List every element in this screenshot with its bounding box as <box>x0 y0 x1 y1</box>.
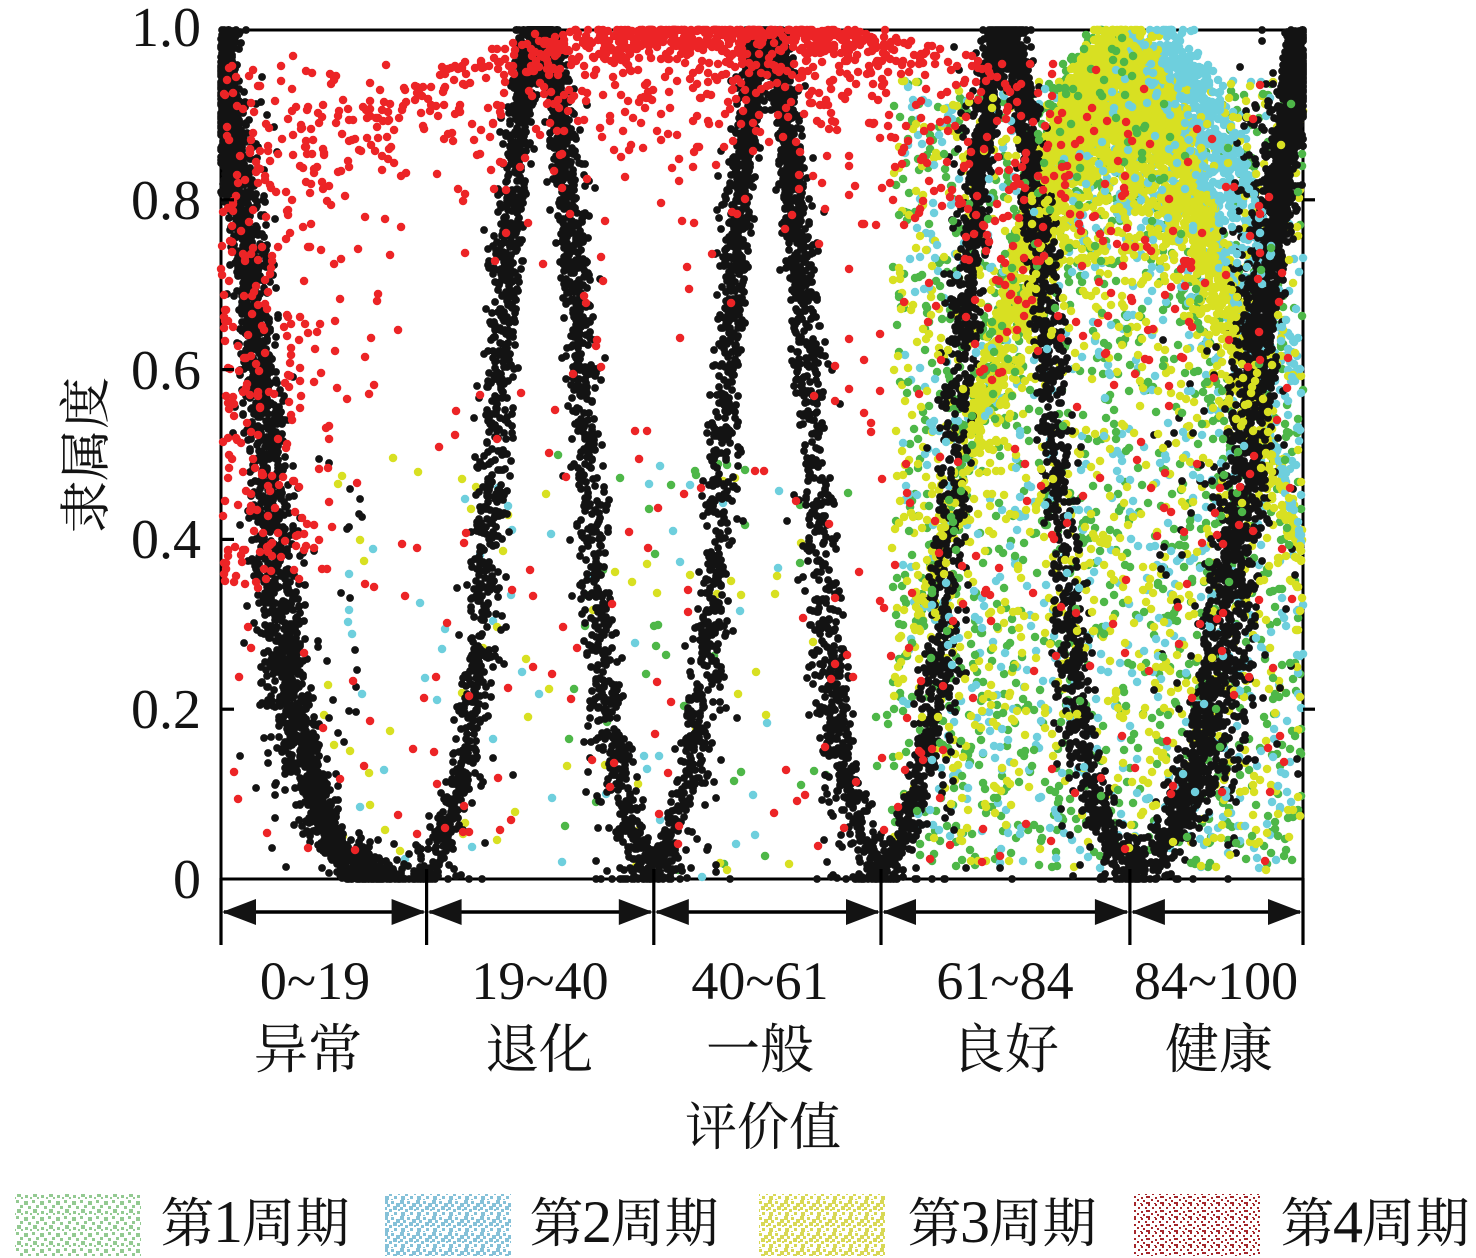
svg-text:40~61: 40~61 <box>691 951 828 1011</box>
svg-text:4: 4 <box>1333 1189 1363 1255</box>
svg-text:0.8: 0.8 <box>131 170 201 232</box>
svg-text:84~100: 84~100 <box>1134 951 1298 1011</box>
svg-text:0.6: 0.6 <box>131 340 201 402</box>
svg-text:0: 0 <box>173 849 201 911</box>
svg-text:61~84: 61~84 <box>936 951 1073 1011</box>
svg-text:3: 3 <box>960 1189 990 1255</box>
svg-text:1.0: 1.0 <box>131 0 201 59</box>
svg-text:0.2: 0.2 <box>131 679 201 741</box>
svg-text:0.4: 0.4 <box>131 509 201 571</box>
svg-text:1: 1 <box>213 1189 243 1255</box>
svg-text:19~40: 19~40 <box>471 951 608 1011</box>
svg-text:2: 2 <box>582 1189 612 1255</box>
svg-text:0~19: 0~19 <box>260 951 370 1011</box>
